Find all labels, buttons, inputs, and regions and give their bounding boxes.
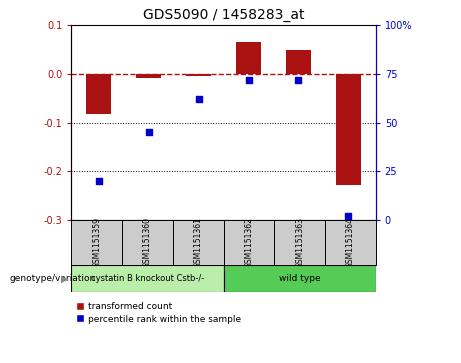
Text: GSM1151363: GSM1151363 [295, 217, 304, 268]
Point [245, 77, 252, 83]
Bar [325, 220, 376, 265]
Bar [224, 265, 376, 292]
Point [295, 77, 302, 83]
Point [195, 96, 202, 102]
Title: GDS5090 / 1458283_at: GDS5090 / 1458283_at [143, 8, 304, 22]
Bar [86, 74, 112, 114]
Bar [186, 74, 211, 76]
Point [344, 213, 352, 219]
Bar [336, 74, 361, 185]
Bar [71, 265, 224, 292]
Text: genotype/variation: genotype/variation [9, 274, 95, 283]
Text: GSM1151359: GSM1151359 [92, 217, 101, 268]
Bar [286, 50, 311, 74]
Text: GSM1151361: GSM1151361 [194, 217, 203, 268]
Bar [224, 220, 274, 265]
Text: wild type: wild type [279, 274, 320, 283]
Point [145, 129, 153, 135]
Bar [173, 220, 224, 265]
Bar [71, 220, 122, 265]
Text: GSM1151362: GSM1151362 [244, 217, 254, 268]
Bar [274, 220, 325, 265]
Bar [122, 220, 173, 265]
Point [95, 178, 103, 184]
Bar [236, 42, 261, 74]
Text: GSM1151360: GSM1151360 [143, 217, 152, 268]
Text: GSM1151364: GSM1151364 [346, 217, 355, 268]
Text: cystatin B knockout Cstb-/-: cystatin B knockout Cstb-/- [91, 274, 204, 283]
Bar [136, 74, 161, 78]
Text: ▶: ▶ [61, 274, 68, 284]
Legend: transformed count, percentile rank within the sample: transformed count, percentile rank withi… [76, 302, 241, 324]
